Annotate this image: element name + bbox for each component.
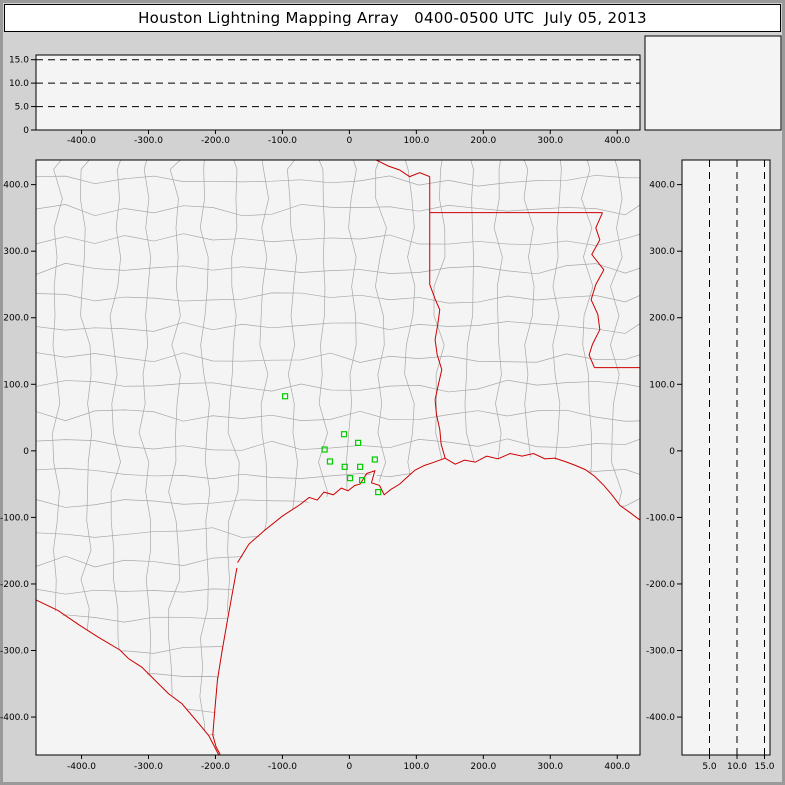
county-boundaries — [36, 160, 640, 755]
tick-label: -400.0 — [67, 136, 96, 146]
tick-label: 0 — [23, 447, 29, 457]
station-marker — [354, 439, 362, 446]
station-marker — [375, 489, 382, 496]
sources-panel — [644, 35, 782, 131]
tick-label: -400.0 — [646, 713, 675, 723]
tick-label: 15.0 — [9, 56, 29, 66]
tick-label: -200.0 — [0, 580, 29, 590]
station-marker — [359, 477, 366, 484]
lma-stations — [281, 393, 382, 496]
title-bar: Houston Lightning Mapping Array 0400-050… — [4, 4, 781, 32]
tick-label: -300.0 — [134, 136, 163, 146]
station-marker — [341, 463, 348, 470]
station-marker — [346, 475, 354, 482]
tick-label: 200.0 — [470, 762, 496, 772]
tick-label: 0 — [347, 762, 353, 772]
tick-label: -300.0 — [0, 647, 29, 657]
tick-label: 100.0 — [3, 380, 29, 390]
tick-label: -100.0 — [268, 762, 297, 772]
gulf-coastline — [237, 452, 641, 563]
tick-label: 0 — [669, 447, 675, 457]
tick-label: -200.0 — [646, 580, 675, 590]
tick-label: -100.0 — [646, 513, 675, 523]
padre-island — [212, 567, 238, 755]
mississippi-river — [588, 212, 605, 368]
tick-label: 400.0 — [649, 181, 675, 191]
tick-label: 200.0 — [470, 136, 496, 146]
tick-label: 5.0 — [15, 103, 30, 113]
tick-label: -300.0 — [646, 647, 675, 657]
station-marker — [356, 463, 364, 470]
tick-label: 0 — [23, 126, 29, 136]
alt-ew-panel: 15.0 10.0 5.0 0 -400.0 -300.0 -200.0 -100.0 0 100… — [9, 54, 641, 146]
tick-label: -200.0 — [201, 762, 230, 772]
tick-label: 400.0 — [3, 181, 29, 191]
map-panel: 400.0 300.0 200.0 100.0 0 -100.0 -200.0 -300.0 -… — [0, 159, 641, 772]
tick-label: 10.0 — [9, 79, 29, 89]
station-marker — [340, 431, 348, 438]
tick-label: 400.0 — [604, 762, 630, 772]
tick-label: 300.0 — [3, 247, 29, 257]
tick-label: 5.0 — [702, 762, 717, 772]
tick-label: -300.0 — [134, 762, 163, 772]
texas-louisiana-sabine — [429, 284, 446, 459]
tick-label: -400.0 — [0, 713, 29, 723]
tick-label: 100.0 — [403, 136, 429, 146]
tick-label: -100.0 — [0, 513, 29, 523]
tick-label: 10.0 — [727, 762, 747, 772]
tick-label: 15.0 — [754, 762, 774, 772]
station-marker — [321, 446, 328, 453]
tick-label: -400.0 — [67, 762, 96, 772]
plot-title: Houston Lightning Mapping Array 0400-050… — [138, 9, 647, 27]
red-river — [375, 159, 430, 178]
rio-grande-border — [35, 599, 220, 756]
tick-label: 300.0 — [537, 762, 563, 772]
tick-label: 400.0 — [604, 136, 630, 146]
station-marker — [326, 458, 334, 465]
station-marker — [281, 393, 289, 400]
tick-label: -200.0 — [201, 136, 230, 146]
alt-ns-panel: 5.0 10.0 15.0 400.0 300.0 200.0 100.0 0 -100.0 -2… — [646, 159, 775, 772]
tick-label: 300.0 — [649, 247, 675, 257]
tick-label: 200.0 — [649, 314, 675, 324]
state-borders — [35, 159, 641, 756]
tick-label: -100.0 — [268, 136, 297, 146]
tick-label: 200.0 — [3, 314, 29, 324]
station-marker — [371, 456, 378, 463]
tick-label: 0 — [347, 136, 353, 146]
tick-label: 100.0 — [403, 762, 429, 772]
tick-label: 300.0 — [537, 136, 563, 146]
tick-label: 100.0 — [649, 380, 675, 390]
